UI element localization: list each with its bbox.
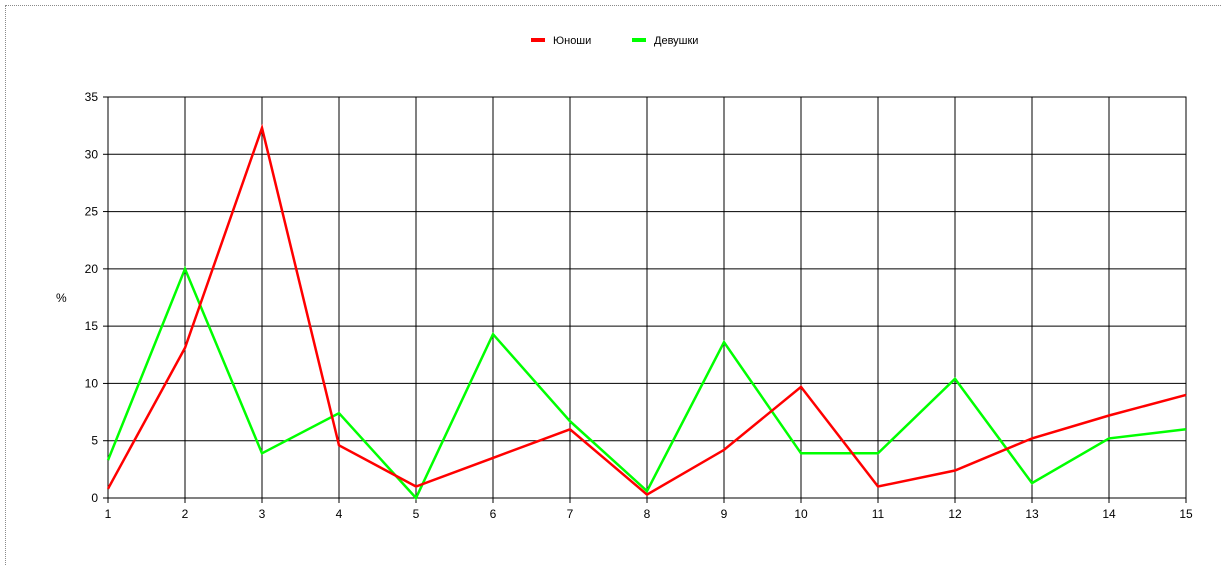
y-tick-label-15: 15 (85, 319, 99, 333)
x-tick-label-10: 10 (794, 507, 808, 521)
y-tick-label-35: 35 (85, 90, 99, 104)
legend-label-0: Юноши (553, 35, 591, 47)
x-tick-label-14: 14 (1102, 507, 1116, 521)
legend: Юноши Девушки (531, 35, 698, 47)
series-line-0 (106, 123, 1187, 497)
x-tick-label-6: 6 (490, 507, 497, 521)
x-tick-label-12: 12 (948, 507, 962, 521)
x-tick-label-5: 5 (413, 507, 420, 521)
y-axis-label: % (56, 291, 67, 305)
x-tick-label-4: 4 (336, 507, 343, 521)
x-tick-label-8: 8 (644, 507, 651, 521)
y-tick-label-20: 20 (85, 262, 99, 276)
x-tick-label-11: 11 (872, 507, 885, 521)
grid (107, 96, 1187, 499)
x-tick-label-1: 1 (105, 507, 112, 521)
y-tick-label-25: 25 (85, 205, 99, 219)
y-tick-label-30: 30 (85, 147, 99, 161)
x-tick-label-9: 9 (721, 507, 728, 521)
x-tick-label-13: 13 (1025, 507, 1039, 521)
legend-label-1: Девушки (654, 35, 698, 47)
x-tick-label-2: 2 (182, 507, 189, 521)
x-tick-label-15: 15 (1179, 507, 1193, 521)
x-tick-label-3: 3 (259, 507, 266, 521)
chart-frame (5, 5, 1221, 565)
y-tick-label-10: 10 (85, 376, 99, 390)
x-axis-ticks: 1 2 3 4 5 6 7 8 9 10 11 12 13 14 15 (105, 498, 1193, 521)
series-lines (106, 123, 1187, 501)
y-tick-label-5: 5 (91, 434, 98, 448)
y-tick-label-0: 0 (91, 491, 98, 505)
y-axis-ticks: 0 5 10 15 20 25 30 35 (85, 90, 108, 505)
x-tick-label-7: 7 (567, 507, 574, 521)
